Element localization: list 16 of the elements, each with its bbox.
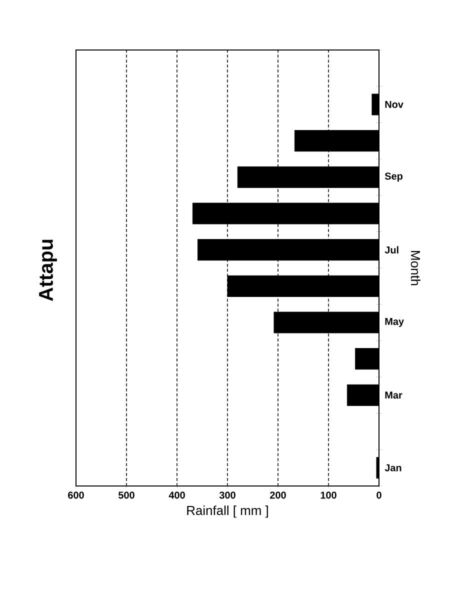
- x-tick-label: 600: [68, 492, 84, 499]
- y-tick-label: Jul: [384, 246, 398, 254]
- x-tick-label: 200: [270, 492, 286, 499]
- x-tick-label: 100: [320, 492, 336, 499]
- x-tick-label: 400: [168, 492, 185, 499]
- y-axis-title: Month: [410, 251, 420, 286]
- y-tick-label: Sep: [384, 172, 403, 182]
- y-tick-label: Nov: [385, 101, 404, 108]
- x-tick-label: 300: [219, 492, 236, 499]
- x-tick-label: 500: [118, 492, 134, 499]
- text: Attapu: [39, 240, 57, 302]
- x-axis-title: Rainfall [ mm ]: [187, 506, 268, 518]
- y-tick-label: Mar: [385, 392, 402, 399]
- x-tick-label: 0: [376, 492, 382, 499]
- y-tick-label: Jan: [384, 464, 402, 472]
- y-tick-label: May: [385, 318, 404, 327]
